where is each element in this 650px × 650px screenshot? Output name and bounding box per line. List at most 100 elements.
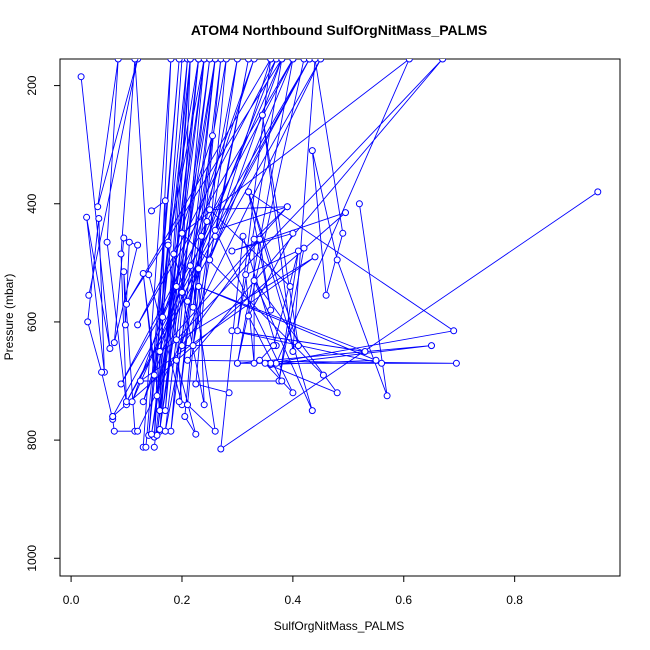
data-point [85, 291, 93, 299]
data-point [184, 401, 191, 409]
data-point [195, 265, 203, 273]
data-point [170, 250, 178, 258]
data-point [289, 348, 297, 355]
data-point [300, 244, 308, 252]
data-point [289, 59, 297, 63]
data-point [228, 327, 236, 335]
x-tick-label: 0.0 [63, 593, 80, 607]
data-point [110, 427, 118, 435]
data-point [206, 59, 214, 63]
data-point [311, 59, 319, 63]
data-point [120, 234, 128, 242]
data-point [139, 270, 147, 277]
data-point [258, 111, 266, 119]
data-point [94, 203, 102, 211]
data-point [283, 203, 291, 211]
y-axis-label: Pressure (mbar) [2, 274, 16, 361]
data-point [333, 256, 341, 264]
data-point [178, 342, 186, 350]
data-point [242, 271, 250, 279]
data-point [294, 247, 302, 255]
data-point [228, 247, 236, 255]
data-point [159, 313, 167, 321]
data-point [148, 207, 155, 215]
data-point [267, 306, 275, 314]
series-points [77, 59, 602, 453]
data-point [250, 359, 258, 367]
data-point [117, 380, 125, 388]
data-point [148, 430, 155, 438]
data-point [289, 389, 297, 397]
data-point [372, 356, 380, 364]
data-point [206, 206, 214, 214]
series-line-0 [80, 76, 139, 432]
data-point [319, 371, 327, 379]
data-point [134, 427, 142, 435]
data-point [256, 356, 264, 364]
data-point [134, 241, 142, 249]
data-point [77, 73, 85, 81]
data-point [172, 356, 180, 364]
data-point [200, 401, 208, 409]
data-point [209, 132, 216, 140]
data-point [164, 241, 172, 249]
data-point [306, 59, 313, 63]
data-point [195, 283, 203, 290]
data-point [125, 238, 133, 246]
data-point [121, 321, 129, 329]
data-point [114, 59, 122, 63]
data-point [250, 277, 258, 285]
data-point [211, 59, 219, 63]
data-point [167, 59, 175, 63]
data-point [361, 348, 369, 355]
data-point [278, 377, 286, 385]
data-point [428, 342, 435, 350]
data-point [206, 256, 214, 264]
data-point [117, 250, 125, 258]
data-point [450, 327, 458, 335]
data-point [139, 398, 147, 406]
data-point [181, 413, 189, 420]
data-point [184, 356, 191, 364]
data-point [267, 59, 275, 63]
series-line-4 [151, 59, 305, 448]
data-point [278, 59, 286, 63]
y-tick-label: 1000 [25, 545, 39, 572]
data-point [84, 318, 92, 326]
data-point [150, 443, 158, 451]
data-point [270, 342, 277, 350]
data-point [175, 398, 183, 406]
data-point [192, 380, 200, 388]
data-point [245, 188, 252, 196]
data-point [192, 430, 200, 438]
x-axis-label: SulfOrgNitMass_PALMS [274, 619, 404, 633]
data-point [222, 59, 230, 63]
x-tick-label: 0.8 [506, 593, 523, 607]
data-point [217, 59, 225, 63]
x-tick-label: 0.4 [285, 593, 302, 607]
data-point [225, 389, 233, 397]
data-point [286, 283, 294, 290]
data-point [145, 271, 153, 279]
data-point [233, 359, 241, 367]
data-point [250, 59, 258, 63]
data-point [120, 268, 128, 276]
data-point [178, 229, 186, 237]
data-point [294, 342, 302, 350]
data-point [289, 229, 297, 237]
data-point [134, 321, 142, 329]
data-point [311, 253, 319, 261]
data-point [131, 59, 139, 63]
data-point [123, 300, 130, 308]
series-line-8 [214, 190, 455, 411]
y-tick-label: 600 [25, 312, 39, 332]
data-point [250, 235, 258, 243]
data-point [128, 398, 136, 406]
data-point [308, 147, 316, 155]
data-point [239, 232, 247, 240]
data-point [211, 232, 219, 240]
data-point [109, 413, 117, 420]
data-point [156, 348, 164, 355]
data-point [175, 59, 183, 63]
